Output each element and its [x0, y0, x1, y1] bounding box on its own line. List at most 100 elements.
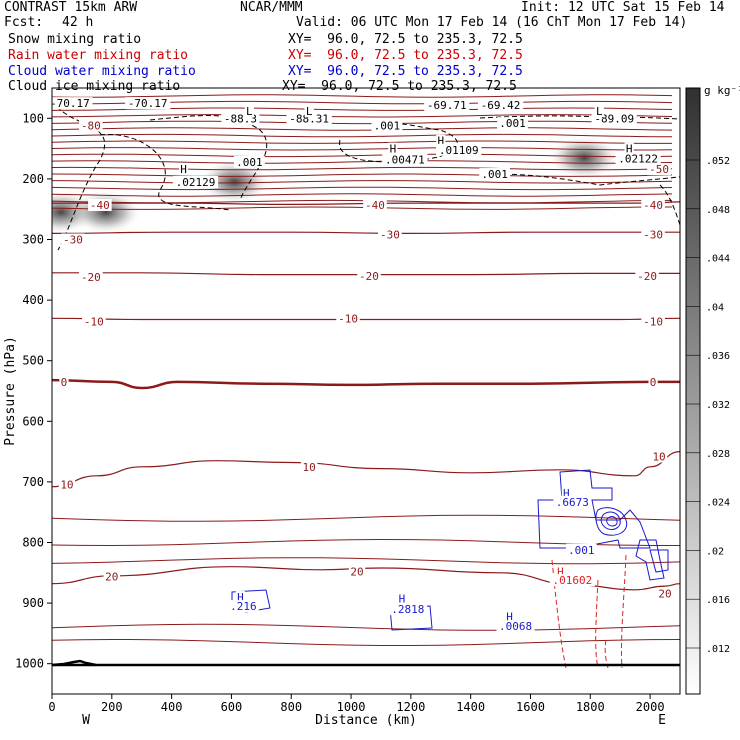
x-tick-label-7: 1400 — [456, 700, 485, 714]
isotherm-extra-3 — [52, 623, 680, 631]
extrema-label-bg-9 — [594, 105, 604, 118]
x-axis: 0 200 400 600 800 1000 1200 1400 1600 1800 2000 — [48, 694, 665, 714]
isotherm-label-16: 10 — [60, 478, 73, 491]
extrema-label-15: .02129 — [176, 176, 216, 189]
extrema-label-13: .001 — [236, 156, 263, 169]
colorbar-tick-label-4: .028 — [706, 449, 730, 460]
snow-shading-max-2 — [198, 159, 271, 204]
extrema-label-16: H — [390, 143, 397, 156]
isotherm-6 — [52, 566, 680, 591]
x-tick-label-4: 800 — [280, 700, 302, 714]
extrema-label-bg-7 — [244, 105, 254, 118]
cloud-water-label-4: H — [506, 610, 513, 623]
x-tick-label-10: 2000 — [636, 700, 665, 714]
rain-label-0: H — [557, 566, 564, 579]
isotherm-label-17: 10 — [303, 461, 316, 474]
isotherm-label-bg-13 — [641, 315, 665, 328]
extrema-label-bg-10 — [371, 119, 403, 132]
extrema-label-bg-20 — [624, 142, 634, 155]
isotherm-label-14: 0 — [61, 376, 68, 389]
isotherm-4 — [52, 378, 680, 390]
isotherm-label-3: -40 — [643, 199, 663, 212]
upper-isotherm-6 — [52, 133, 673, 138]
cloud-water-label-bg-1 — [227, 600, 259, 613]
cloud-water-label-6: H — [563, 487, 570, 500]
isotherm-label-bg-2 — [363, 198, 387, 211]
extrema-label-7: L — [246, 105, 253, 118]
isotherm-label-bg-7 — [641, 228, 665, 241]
cloud-water-label-bg-8 — [565, 543, 597, 556]
upper-isotherm-14 — [52, 186, 673, 191]
valid-time: Valid: 06 UTC Mon 17 Feb 14 (16 ChT Mon … — [296, 15, 688, 30]
x-tick-label-8: 1600 — [516, 700, 545, 714]
isotherm-label-10: -20 — [637, 270, 657, 283]
isotherm-label-7: -30 — [643, 229, 663, 242]
cloud-water-label-5: .0068 — [499, 620, 532, 633]
y-tick-label-0: 100 — [22, 111, 44, 125]
colorbar-tick-label-10: .052 — [706, 156, 730, 167]
isotherm-label-bg-1 — [88, 198, 112, 211]
isotherm-label-6: -30 — [380, 229, 400, 242]
chart-title: CONTRAST 15km ARW — [4, 0, 138, 15]
field-name-cloud-water: Cloud water mixing ratio — [8, 64, 196, 79]
cloud-water-label-bg-0 — [235, 591, 245, 604]
isotherm-label-11: -10 — [84, 315, 104, 328]
extrema-label-20: H — [626, 143, 633, 156]
extrema-label-bg-4 — [424, 98, 470, 111]
upper-isotherm-5 — [52, 127, 673, 131]
upper-isotherm-4 — [52, 120, 673, 125]
field-xy-cloud-ice: XY= 96.0, 72.5 to 235.3, 72.5 — [282, 79, 517, 94]
field-xy-snow: XY= 96.0, 72.5 to 235.3, 72.5 — [288, 32, 523, 47]
upper-isotherm-11 — [52, 166, 673, 171]
cloud-water-label-bg-4 — [504, 610, 515, 623]
colorbar: .012 .016 .02 .024 .028 .032 .036 .04 .044 .048 .0… — [685, 87, 730, 695]
field-name-cloud-ice: Cloud ice mixing ratio — [8, 79, 181, 94]
upper-isotherm-3 — [52, 114, 673, 118]
y-tick-label-4: 500 — [22, 354, 44, 368]
cloud-water-label-bg-2 — [397, 592, 407, 605]
cloud-water-label-0: H — [237, 591, 244, 604]
cloud-water-label-3: .2818 — [391, 603, 424, 616]
extrema-label-bg-15 — [172, 175, 219, 188]
upper-isotherm-7 — [52, 140, 672, 144]
extrema-label-5: -69.42 — [481, 99, 521, 112]
isotherm-label-bg-10 — [635, 269, 659, 282]
snow-shading-max-3 — [548, 135, 621, 180]
rain-label-bg-1 — [549, 574, 595, 587]
isotherm-3 — [52, 317, 680, 321]
isotherm-label-20: 20 — [350, 566, 363, 579]
extrema-label-bg-13 — [233, 155, 265, 168]
plot-frame — [51, 87, 681, 695]
cloud-water-label-bg-6 — [561, 486, 571, 499]
colorbar-tick-label-5: .032 — [706, 400, 730, 411]
isotherm-label-9: -20 — [359, 270, 379, 283]
rain-label-1: .01602 — [552, 574, 592, 587]
colorbar-tick-label-7: .04 — [706, 302, 724, 313]
isotherm-label-bg-14 — [59, 375, 69, 388]
x-tick-label-0: 0 — [48, 700, 55, 714]
isotherm-label-bg-17 — [300, 460, 318, 473]
isotherm-extra-0 — [52, 514, 680, 522]
colorbar-tick-label-8: .044 — [706, 254, 730, 265]
extrema-label-bg-8 — [304, 105, 314, 118]
contour-label-layer: -80 -40 -40 -40 -50 -30 -30 -30 -20 -20 -20 -10 -10 -… — [47, 97, 674, 633]
field-xy-cloud-water: XY= 96.0, 72.5 to 235.3, 72.5 — [288, 64, 523, 79]
cloud-water-label-bg-5 — [496, 620, 535, 633]
isotherm-label-bg-11 — [82, 315, 106, 328]
isotherm-label-bg-3 — [641, 198, 665, 211]
extrema-label-11: .001 — [499, 117, 526, 130]
extrema-label-bg-0 — [47, 97, 93, 110]
colorbar-unit: g kg⁻¹ — [704, 84, 740, 97]
isotherm-label-bg-5 — [61, 233, 85, 246]
isotherm-label-4: -50 — [649, 163, 669, 176]
field-name-snow: Snow mixing ratio — [8, 32, 142, 47]
isotherm-label-13: -10 — [643, 315, 663, 328]
extrema-label-bg-16 — [388, 142, 398, 155]
isotherm-extra-2 — [52, 557, 680, 565]
forecast-hour: 42 h — [62, 15, 94, 30]
isotherm-label-1: -40 — [90, 199, 110, 212]
forecast-label: Fcst: — [4, 15, 44, 30]
isotherm-label-bg-16 — [58, 478, 76, 491]
isotherm-label-19: 20 — [105, 570, 118, 583]
